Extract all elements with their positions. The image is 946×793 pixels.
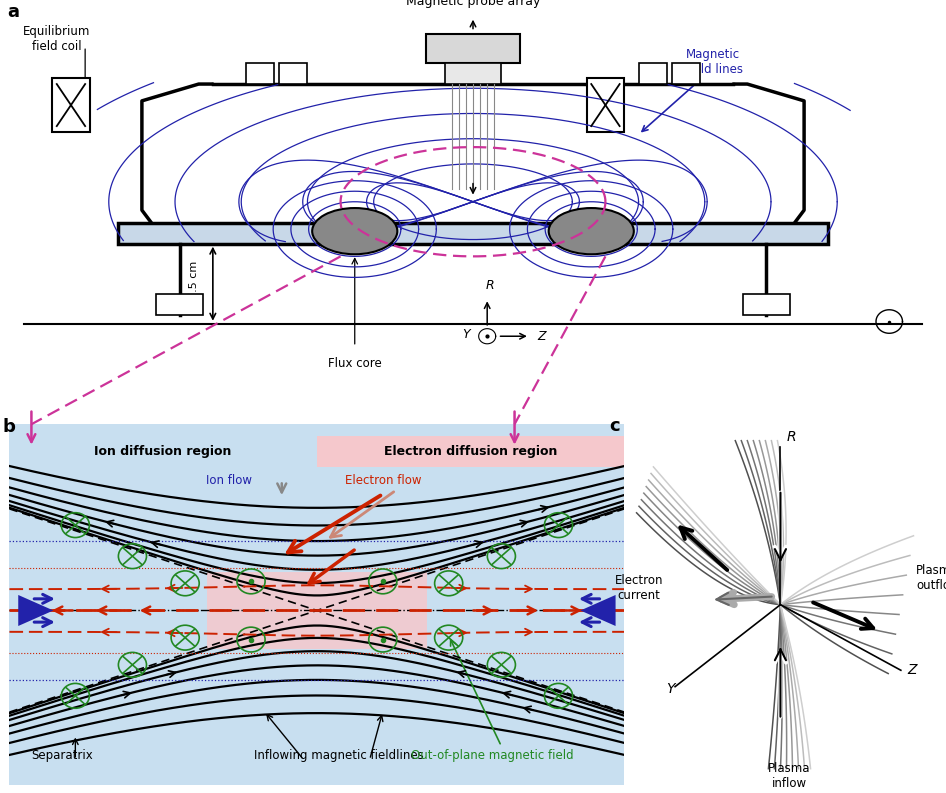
Polygon shape [156,294,203,316]
Text: Separatrix: Separatrix [31,749,93,762]
Text: Magnetic
field lines: Magnetic field lines [686,48,743,75]
Text: Electron
current: Electron current [615,574,663,602]
Text: R: R [786,430,797,443]
Polygon shape [317,436,624,467]
Text: Y: Y [462,328,470,341]
Text: Equilibrium
field coil: Equilibrium field coil [23,25,91,53]
Text: Ion flow: Ion flow [206,474,252,487]
Polygon shape [639,63,667,84]
Text: Electron diffusion region: Electron diffusion region [384,445,557,458]
Polygon shape [9,424,624,785]
Polygon shape [279,63,307,84]
Text: Z: Z [907,662,917,676]
Text: Flux core: Flux core [328,357,381,370]
Text: R: R [485,279,494,292]
Polygon shape [587,78,624,132]
Text: a: a [8,3,19,21]
Polygon shape [9,436,317,467]
Text: Electron flow: Electron flow [344,474,421,487]
Text: 37.5 cm: 37.5 cm [188,261,199,306]
Polygon shape [672,63,700,84]
Polygon shape [426,33,520,63]
Polygon shape [52,78,90,132]
Text: b: b [3,418,16,436]
Ellipse shape [312,208,397,255]
Polygon shape [246,63,274,84]
Text: Magnetic probe array: Magnetic probe array [406,0,540,9]
Polygon shape [445,63,501,84]
Polygon shape [118,223,828,243]
Text: Ion diffusion region: Ion diffusion region [95,445,232,458]
Text: Plasma
outflow: Plasma outflow [916,565,946,592]
Text: Plasma
inflow: Plasma inflow [768,762,811,790]
Text: Inflowing magnetic fieldlines: Inflowing magnetic fieldlines [254,749,424,762]
Polygon shape [207,572,427,649]
Text: c: c [609,417,620,435]
Ellipse shape [549,208,634,255]
Text: Y: Y [666,682,674,696]
Polygon shape [18,595,53,626]
Text: Z: Z [537,330,546,343]
Polygon shape [581,595,616,626]
Text: Out-of-plane magnetic field: Out-of-plane magnetic field [412,749,574,762]
Polygon shape [743,294,790,316]
